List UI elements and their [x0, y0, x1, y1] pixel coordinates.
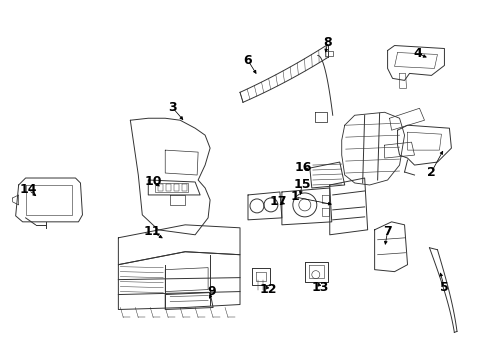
Text: 8: 8 — [323, 36, 332, 49]
Text: 7: 7 — [383, 225, 392, 238]
Text: 15: 15 — [293, 179, 311, 192]
Text: 13: 13 — [311, 281, 328, 294]
Text: 1: 1 — [291, 190, 299, 203]
Text: 14: 14 — [20, 184, 37, 197]
Text: 12: 12 — [259, 283, 277, 296]
Text: 11: 11 — [144, 225, 161, 238]
Text: 17: 17 — [269, 195, 287, 208]
Text: 4: 4 — [413, 47, 422, 60]
Text: 9: 9 — [208, 285, 217, 298]
Text: 16: 16 — [294, 161, 312, 174]
Text: 3: 3 — [168, 101, 176, 114]
Text: 5: 5 — [440, 281, 449, 294]
Text: 10: 10 — [145, 175, 162, 189]
Text: 6: 6 — [244, 54, 252, 67]
Text: 2: 2 — [427, 166, 436, 179]
